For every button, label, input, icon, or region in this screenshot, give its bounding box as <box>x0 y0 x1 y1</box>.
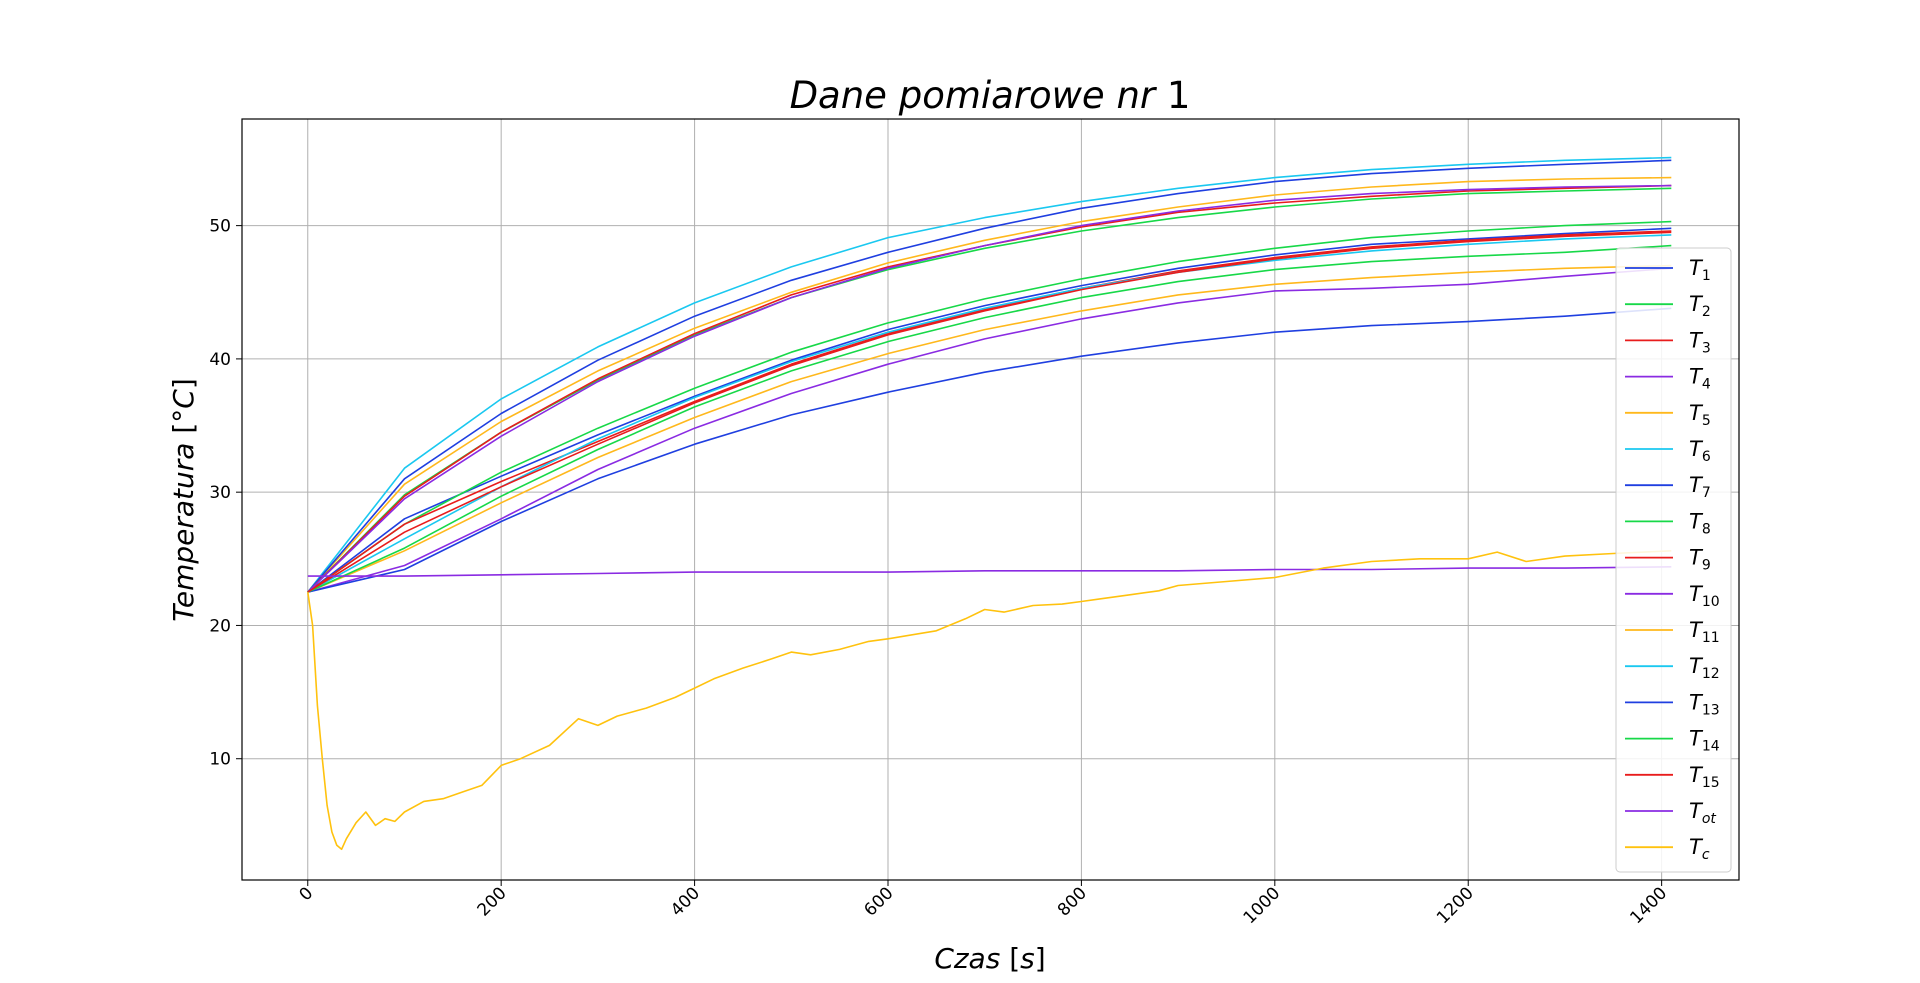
legend-label-T-13: T13 <box>1689 690 1720 718</box>
legend-label-T-8: T8 <box>1689 509 1711 537</box>
x-tick-label: 200 <box>474 883 511 920</box>
x-tick-label: 1200 <box>1433 883 1478 928</box>
plot-area-frame <box>241 118 1740 881</box>
series-line-T-13 <box>307 307 1672 593</box>
chart-title: Dane pomiarowe nr 1 <box>790 74 1191 117</box>
x-tick-label: 1000 <box>1240 883 1285 928</box>
legend-label-T-11: T11 <box>1689 618 1720 646</box>
y-tick-label: 30 <box>209 483 231 503</box>
axis-ticks: 0 200 400 600 800 1000 1200 1400 10 20 30 40 50 <box>209 217 1671 929</box>
y-axis-label: Temperatura [°C] <box>167 378 200 622</box>
legend-label-T-6: T6 <box>1689 437 1711 465</box>
x-tick-label: 400 <box>667 883 704 920</box>
legend-label-T-1: T1 <box>1689 256 1711 284</box>
legend-label-T-5: T5 <box>1689 401 1711 429</box>
series-line-T-6 <box>307 156 1672 593</box>
series-line-T-10 <box>307 184 1672 593</box>
series-line-T-c <box>307 550 1672 851</box>
series-line-T-9 <box>307 184 1672 593</box>
legend-label-T-10: T10 <box>1689 582 1720 610</box>
series-line-T-14 <box>307 244 1672 593</box>
x-tick-label: 0 <box>295 883 317 905</box>
series-line-T-15 <box>307 231 1672 593</box>
series-line-T-ot <box>307 566 1672 577</box>
y-tick-label: 50 <box>209 217 231 237</box>
legend: T1 T2 T3 T4 T5 T6 T7 T8 T9 T10 T11 T12 T13 T14 T15 Tot T… <box>1615 247 1732 873</box>
x-axis-label: Czas [s] <box>934 942 1045 975</box>
series-line-T-11 <box>307 264 1672 593</box>
legend-label-T-12: T12 <box>1689 654 1720 682</box>
series-line-T-3 <box>307 230 1672 593</box>
series-line-T-5 <box>307 176 1672 593</box>
legend-label-T-ot: Tot <box>1689 799 1716 827</box>
legend-label-T-9: T9 <box>1689 546 1711 574</box>
series-line-T-4 <box>307 267 1672 593</box>
legend-label-T-2: T2 <box>1689 292 1711 320</box>
legend-label-T-4: T4 <box>1689 365 1711 393</box>
series-lines <box>307 156 1672 851</box>
series-line-T-7 <box>307 159 1672 593</box>
y-tick-label: 10 <box>209 750 231 770</box>
x-tick-label: 600 <box>860 883 897 920</box>
series-line-T-8 <box>307 187 1672 593</box>
legend-label-T-3: T3 <box>1689 328 1711 356</box>
legend-label-T-7: T7 <box>1689 473 1711 501</box>
legend-label-T-14: T14 <box>1689 727 1720 755</box>
series-line-T-2 <box>307 220 1672 593</box>
legend-label-T-15: T15 <box>1689 763 1720 791</box>
x-tick-label: 800 <box>1054 883 1091 920</box>
series-line-T-12 <box>307 234 1672 593</box>
series-line-T-1 <box>307 227 1672 593</box>
y-tick-label: 40 <box>209 350 231 370</box>
legend-label-T-c: Tc <box>1689 835 1710 863</box>
legend-box <box>1615 247 1732 873</box>
y-tick-label: 20 <box>209 616 231 636</box>
x-tick-label: 1400 <box>1626 883 1671 928</box>
grid-lines <box>242 119 1739 880</box>
